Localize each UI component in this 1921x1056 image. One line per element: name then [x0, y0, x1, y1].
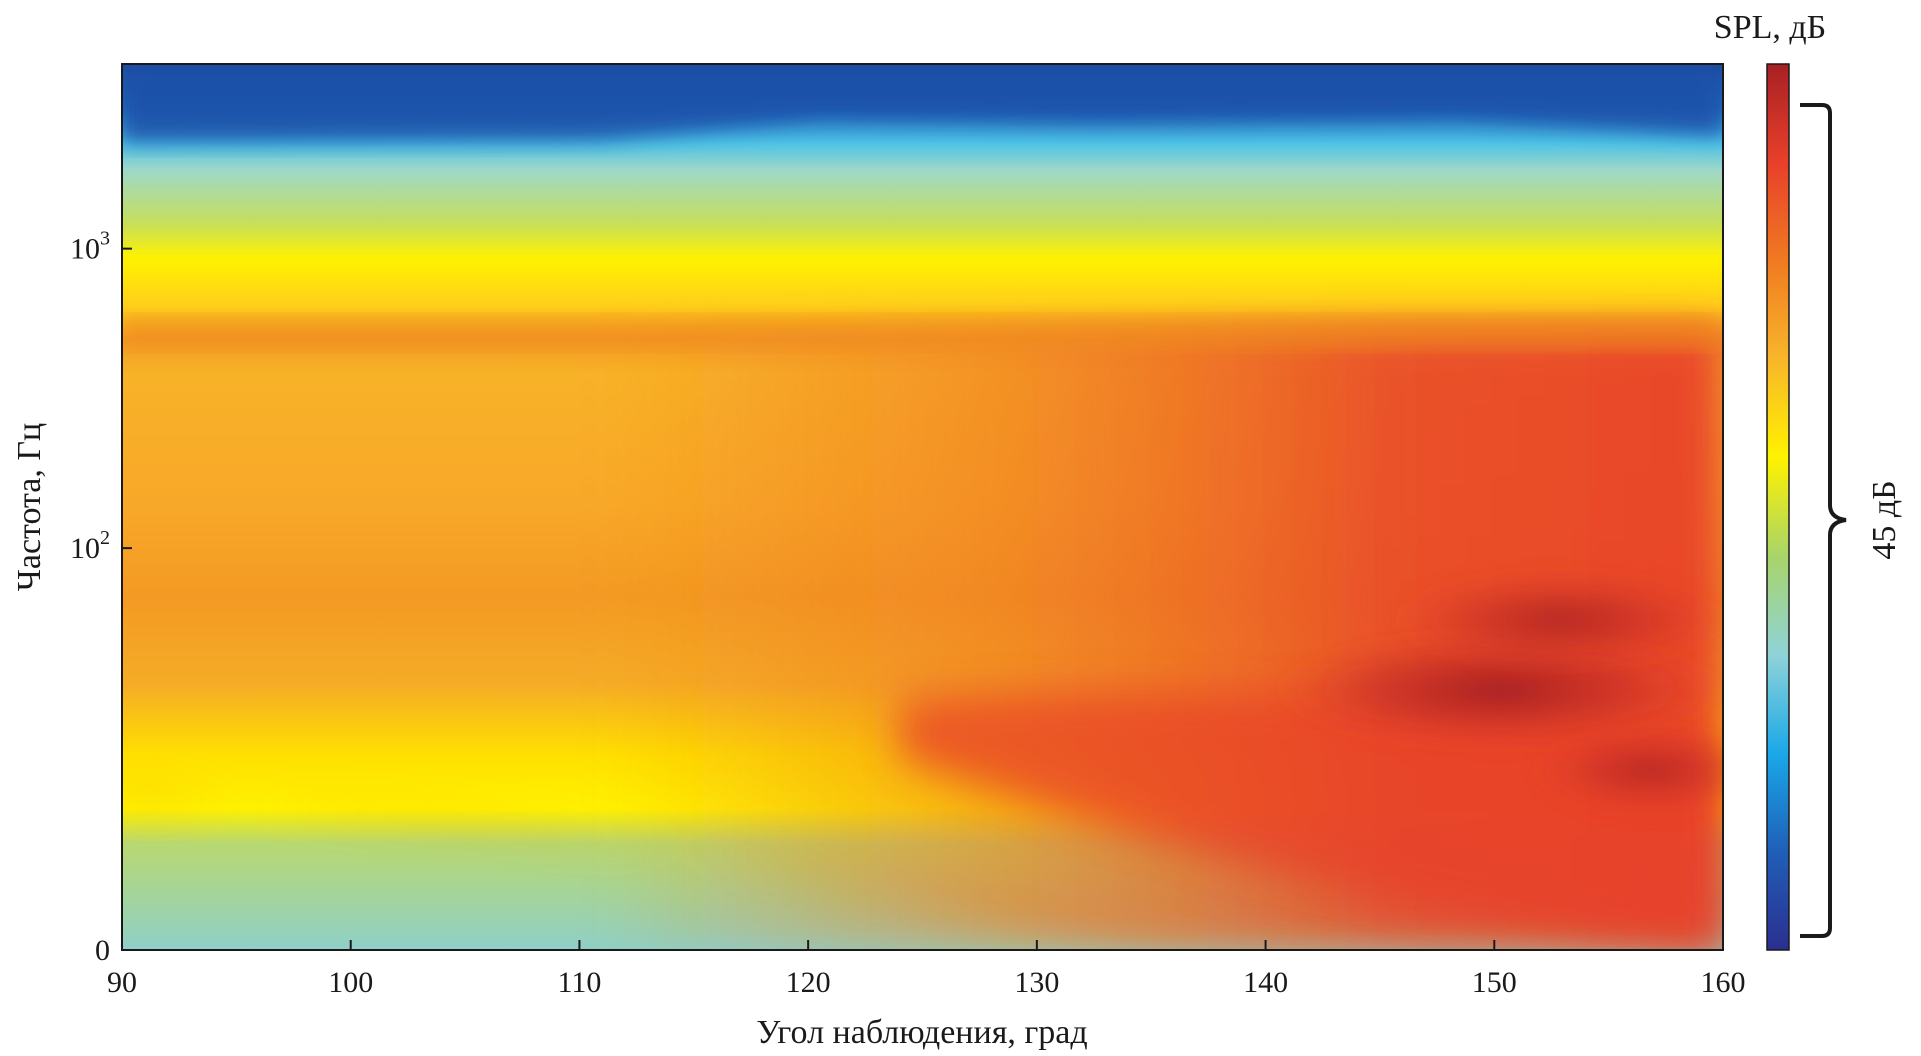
- x-axis-label: Угол наблюдения, град: [756, 1014, 1087, 1051]
- plot-frame: [121, 63, 1724, 951]
- heatmap-field: [122, 64, 1723, 950]
- x-tick-label: 130: [1014, 966, 1059, 999]
- y-tick-label: 102: [70, 527, 110, 565]
- colorbar-range-label: 45 дБ: [1866, 480, 1903, 559]
- colorbar: [1766, 63, 1790, 951]
- range-bracket: [1800, 103, 1847, 938]
- y-axis: 0102103104: [70, 228, 132, 967]
- colorbar-title: SPL, дБ: [1714, 9, 1826, 46]
- x-tick-label: 90: [107, 966, 137, 999]
- x-tick-label: 110: [557, 966, 601, 999]
- x-tick-label: 120: [786, 966, 831, 999]
- y-tick-label: 0: [95, 934, 110, 967]
- x-tick-label: 100: [328, 966, 373, 999]
- x-tick-label: 150: [1472, 966, 1517, 999]
- y-axis-label: Частота, Гц: [11, 423, 48, 591]
- x-tick-label: 140: [1243, 966, 1288, 999]
- x-tick-label: 160: [1701, 966, 1746, 999]
- x-axis: 90 100 110 120 130 140 150 160: [107, 940, 1746, 999]
- y-tick-label: 103: [70, 228, 110, 266]
